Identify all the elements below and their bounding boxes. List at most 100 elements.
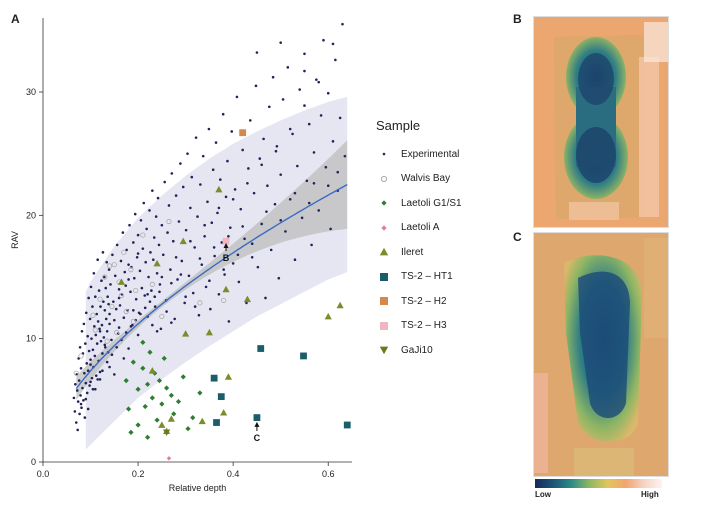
point-experimental	[113, 318, 116, 322]
point-experimental	[204, 285, 208, 289]
point-experimental	[129, 290, 132, 294]
point-experimental	[239, 207, 243, 211]
point-experimental	[189, 239, 192, 243]
point-experimental	[303, 52, 306, 56]
point-experimental	[124, 284, 128, 287]
point-experimental	[95, 312, 99, 316]
point-experimental	[102, 336, 106, 339]
point-experimental	[76, 428, 80, 432]
point-experimental	[298, 88, 302, 91]
point-experimental	[155, 272, 159, 275]
point-walvis-bay	[92, 327, 98, 333]
point-experimental	[132, 241, 135, 244]
point-experimental	[250, 255, 254, 259]
point-experimental	[119, 259, 123, 263]
point-experimental	[193, 305, 197, 308]
point-laetoli-a	[166, 456, 172, 461]
legend-marker-icon	[381, 225, 387, 231]
point-laetoli-g1-s1	[128, 429, 134, 435]
point-experimental	[80, 329, 84, 333]
point-gaji10	[163, 429, 171, 436]
point-experimental	[99, 339, 103, 343]
point-laetoli-g1-s1	[144, 381, 151, 387]
point-experimental	[229, 226, 232, 229]
point-experimental	[82, 322, 86, 326]
point-ts-2-ht1	[257, 345, 265, 352]
point-experimental	[89, 285, 93, 289]
point-ts-2-ht1	[217, 393, 225, 401]
point-experimental	[331, 42, 335, 46]
point-experimental	[144, 260, 147, 264]
point-experimental	[112, 300, 115, 303]
point-experimental	[98, 370, 102, 374]
point-experimental	[256, 265, 260, 269]
legend-marker-icon	[379, 346, 389, 355]
point-experimental	[103, 346, 107, 349]
point-experimental	[174, 255, 178, 259]
point-experimental	[338, 116, 342, 120]
point-experimental	[153, 305, 157, 308]
point-walvis-bay	[133, 287, 139, 294]
point-experimental	[152, 236, 156, 239]
point-experimental	[247, 167, 250, 170]
point-experimental	[334, 58, 337, 62]
point-laetoli-g1-s1	[180, 374, 186, 380]
point-experimental	[179, 162, 182, 165]
point-experimental	[107, 302, 110, 306]
point-experimental	[303, 69, 306, 73]
point-experimental	[336, 170, 340, 174]
point-walvis-bay	[149, 281, 155, 287]
legend-marker-icon	[380, 297, 388, 306]
point-walvis-bay	[90, 312, 96, 318]
point-experimental	[161, 253, 165, 257]
point-experimental	[156, 196, 160, 200]
point-experimental	[231, 198, 235, 201]
point-experimental	[200, 263, 204, 266]
legend-item: TS-2 – H2	[376, 289, 516, 314]
point-experimental	[274, 149, 278, 153]
point-experimental	[100, 279, 103, 283]
point-experimental	[197, 313, 201, 317]
point-experimental	[136, 233, 140, 237]
point-experimental	[148, 209, 151, 212]
point-ileret	[198, 417, 206, 425]
point-experimental	[74, 383, 77, 386]
point-experimental	[220, 241, 224, 244]
point-experimental	[150, 289, 153, 292]
point-experimental	[139, 312, 142, 316]
point-experimental	[331, 140, 335, 143]
legend-item: TS-2 – H3	[376, 314, 516, 339]
point-experimental	[203, 223, 206, 227]
point-experimental	[265, 210, 268, 213]
legend-marker-icon	[381, 200, 387, 206]
point-experimental	[127, 263, 130, 266]
point-experimental	[82, 399, 85, 402]
point-experimental	[79, 366, 83, 370]
point-experimental	[181, 185, 185, 189]
point-experimental	[103, 275, 106, 279]
point-experimental	[258, 157, 262, 160]
point-experimental	[84, 381, 88, 385]
point-experimental	[155, 329, 159, 333]
point-experimental	[193, 246, 196, 249]
point-experimental	[94, 374, 98, 377]
point-walvis-bay	[140, 232, 146, 238]
point-walvis-bay	[130, 318, 136, 324]
legend-label: Ileret	[401, 246, 424, 258]
y-axis-label: RAV	[10, 231, 20, 249]
legend-item: Laetoli G1/S1	[376, 191, 516, 216]
point-experimental	[136, 333, 140, 337]
point-experimental	[90, 337, 93, 340]
point-experimental	[255, 51, 259, 54]
point-experimental	[248, 119, 252, 122]
point-experimental	[157, 243, 161, 247]
point-ts-2-h3	[222, 237, 230, 245]
point-experimental	[110, 353, 114, 357]
point-ts-2-ht1	[210, 374, 218, 382]
point-experimental	[264, 296, 267, 300]
point-experimental	[222, 268, 225, 271]
point-laetoli-g1-s1	[197, 390, 203, 396]
legend-label: TS-2 – HT1	[401, 271, 453, 283]
point-experimental	[106, 295, 109, 299]
